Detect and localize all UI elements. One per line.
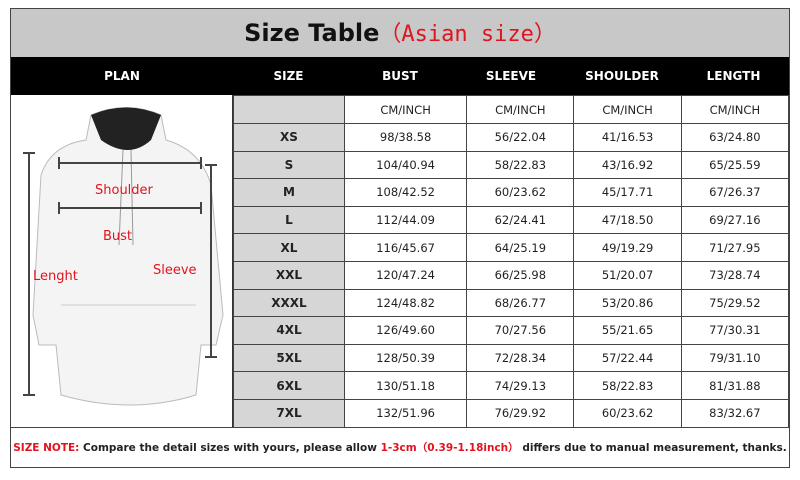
measurement-cell: 49/19.29: [573, 233, 682, 262]
size-chart: Size Table（Asian size） PLAN SIZE BUST SL…: [10, 8, 790, 468]
table-row: XL 116/45.67 64/25.19 49/19.29 71/27.95: [233, 233, 790, 262]
table-row: M 108/42.52 60/23.62 45/17.71 67/26.37: [233, 178, 790, 207]
label-length: Lenght: [33, 269, 78, 284]
measurement-cell: 108/42.52: [343, 178, 468, 207]
measurement-cell: 56/22.04: [466, 123, 575, 152]
measurement-cell: 47/18.50: [573, 205, 682, 235]
measurement-cell: 112/44.09: [343, 205, 468, 235]
measurement-cell: 76/29.92: [466, 398, 575, 428]
measurement-cell: 69/27.16: [680, 205, 790, 235]
size-note: SIZE NOTE: Compare the detail sizes with…: [11, 427, 789, 467]
measurement-cell: 79/31.10: [680, 343, 790, 373]
measurement-cell: 55/21.65: [573, 316, 682, 345]
size-cell: XXL: [233, 260, 345, 290]
measurement-cell: 81/31.88: [680, 371, 790, 400]
measurement-cell: 62/24.41: [466, 205, 575, 235]
table-row: L 112/44.09 62/24.41 47/18.50 69/27.16: [233, 205, 790, 235]
table-row: XXL 120/47.24 66/25.98 51/20.07 73/28.74: [233, 260, 790, 290]
header-length: LENGTH: [706, 69, 761, 83]
table-row: 4XL 126/49.60 70/27.56 55/21.65 77/30.31: [233, 316, 790, 345]
header-bust: BUST: [382, 69, 418, 83]
unit-row: CM/INCH CM/INCH CM/INCH CM/INCH: [233, 95, 790, 124]
header-shoulder: SHOULDER: [585, 69, 659, 83]
table-row: 7XL 132/51.96 76/29.92 60/23.62 83/32.67: [233, 398, 790, 428]
label-shoulder: Shoulder: [95, 183, 153, 198]
label-sleeve: Sleeve: [153, 263, 197, 278]
measurement-cell: 68/26.77: [466, 288, 575, 318]
measurement-cell: 130/51.18: [343, 371, 468, 400]
title-sub: （Asian size）: [379, 22, 556, 47]
size-cell: L: [233, 205, 345, 235]
measurement-cell: 77/30.31: [680, 316, 790, 345]
size-cell: XXXL: [233, 288, 345, 318]
measurement-cell: 71/27.95: [680, 233, 790, 262]
size-table: CM/INCH CM/INCH CM/INCH CM/INCH XS 98/38.…: [233, 95, 790, 428]
measurement-cell: 126/49.60: [343, 316, 468, 345]
measurement-cell: 70/27.56: [466, 316, 575, 345]
table-row: 6XL 130/51.18 74/29.13 58/22.83 81/31.88: [233, 371, 790, 400]
size-cell: 6XL: [233, 371, 345, 400]
measurement-cell: 41/16.53: [573, 123, 682, 152]
measurement-cell: 57/22.44: [573, 343, 682, 373]
header-size: SIZE: [273, 69, 304, 83]
measurement-cell: 83/32.67: [680, 398, 790, 428]
size-cell: 7XL: [233, 398, 345, 428]
measurement-cell: 120/47.24: [343, 260, 468, 290]
measurement-cell: 43/16.92: [573, 150, 682, 180]
measurement-cell: 58/22.83: [466, 150, 575, 180]
measurement-cell: 98/38.58: [343, 123, 468, 152]
measurement-cell: 67/26.37: [680, 178, 790, 207]
measurement-cell: 66/25.98: [466, 260, 575, 290]
hoodie-diagram: Shoulder Bust Lenght Sleeve: [11, 95, 233, 427]
hoodie-image: [23, 107, 224, 406]
page-title: Size Table（Asian size）: [11, 9, 789, 57]
size-cell: 4XL: [233, 316, 345, 345]
measurement-cell: 64/25.19: [466, 233, 575, 262]
header-sleeve: SLEEVE: [485, 69, 537, 83]
measurement-cell: 60/23.62: [573, 398, 682, 428]
measurement-cell: 65/25.59: [680, 150, 790, 180]
table-row: XXXL 124/48.82 68/26.77 53/20.86 75/29.52: [233, 288, 790, 318]
header-plan: PLAN: [104, 69, 140, 83]
table-row: 5XL 128/50.39 72/28.34 57/22.44 79/31.10: [233, 343, 790, 373]
table-row: S 104/40.94 58/22.83 43/16.92 65/25.59: [233, 150, 790, 180]
label-bust: Bust: [103, 229, 133, 244]
measurement-cell: 116/45.67: [343, 233, 468, 262]
measurement-cell: 45/17.71: [573, 178, 682, 207]
measurement-cell: 132/51.96: [343, 398, 468, 428]
title-main: Size Table: [244, 19, 380, 47]
size-cell: XS: [233, 123, 345, 152]
measurement-cell: 72/28.34: [466, 343, 575, 373]
measurement-cell: 73/28.74: [680, 260, 790, 290]
measurement-cell: 51/20.07: [573, 260, 682, 290]
measurement-cell: 53/20.86: [573, 288, 682, 318]
measurement-cell: 60/23.62: [466, 178, 575, 207]
size-cell: M: [233, 178, 345, 207]
measurement-cell: 58/22.83: [573, 371, 682, 400]
size-cell: XL: [233, 233, 345, 262]
size-cell: S: [233, 150, 345, 180]
measurement-cell: 74/29.13: [466, 371, 575, 400]
measurement-cell: 124/48.82: [343, 288, 468, 318]
measurement-cell: 63/24.80: [680, 123, 790, 152]
table-row: XS 98/38.58 56/22.04 41/16.53 63/24.80: [233, 123, 790, 152]
table-header: PLAN SIZE BUST SLEEVE SHOULDER LENGTH: [11, 57, 789, 95]
size-cell: 5XL: [233, 343, 345, 373]
measurement-cell: 104/40.94: [343, 150, 468, 180]
measurement-cell: 75/29.52: [680, 288, 790, 318]
measurement-cell: 128/50.39: [343, 343, 468, 373]
